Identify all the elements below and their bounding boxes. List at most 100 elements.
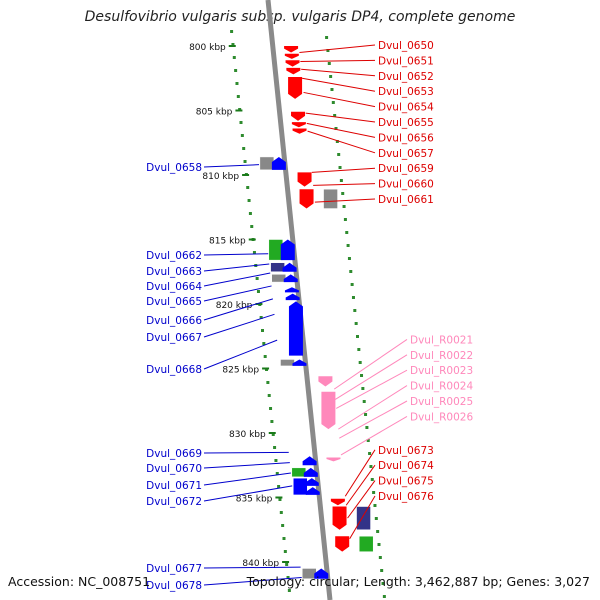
gene-arrow <box>326 457 341 462</box>
track-dot <box>235 82 239 85</box>
track-dot <box>239 121 243 124</box>
map-title: Desulfovibrio vulgaris subsp. vulgaris D… <box>84 9 516 25</box>
track-dot <box>269 407 273 410</box>
label-leader <box>203 339 278 370</box>
track-dot <box>283 550 287 553</box>
track-dot <box>263 355 267 358</box>
track-dot <box>236 95 240 98</box>
label-leader <box>203 485 293 502</box>
gene-label: Dvul_0671 <box>146 480 202 492</box>
label-leader <box>311 167 376 173</box>
track-dot <box>240 134 244 137</box>
track-dot <box>271 433 275 436</box>
track-dot <box>366 439 370 442</box>
scale-label: 840 kbp <box>242 559 279 569</box>
label-leader <box>301 68 376 77</box>
track-dot <box>278 498 282 501</box>
gene-label: Dvul_0651 <box>378 55 434 67</box>
track-dot <box>343 218 347 221</box>
track-dot <box>376 530 380 533</box>
track-dot <box>333 114 337 117</box>
gene-label: Dvul_0663 <box>146 266 202 278</box>
scale-label: 810 kbp <box>202 172 239 182</box>
track-dot <box>247 199 251 202</box>
gene-label: Dvul_0672 <box>146 496 202 508</box>
gene-label: Dvul_0654 <box>378 102 434 114</box>
label-leader <box>203 451 289 454</box>
label-leader <box>203 472 291 486</box>
track-dot <box>327 62 331 65</box>
track-dot <box>337 153 341 156</box>
gene-label: Dvul_0652 <box>378 71 434 83</box>
track-dot <box>248 212 252 215</box>
track-dot <box>341 192 345 195</box>
label-leader <box>203 285 272 302</box>
track-dot <box>354 322 358 325</box>
label-leader <box>335 369 408 409</box>
feature-box <box>280 359 295 367</box>
feature-box <box>268 239 284 261</box>
track-dot <box>273 446 277 449</box>
label-leader <box>314 198 376 203</box>
scale-label: 830 kbp <box>229 430 266 440</box>
track-dot <box>252 251 256 254</box>
feature-box <box>291 467 307 478</box>
track-dot <box>331 101 335 104</box>
gene-label: Dvul_R0021 <box>410 334 473 346</box>
gene-arrow <box>292 359 307 366</box>
gene-arrow <box>335 536 350 552</box>
track-dot <box>231 43 235 46</box>
label-leader <box>203 164 260 168</box>
label-leader <box>344 449 376 497</box>
label-leader <box>335 354 408 400</box>
track-dot <box>335 140 339 143</box>
gene-label: Dvul_0664 <box>146 281 202 293</box>
track-dot <box>351 296 355 299</box>
track-dot <box>275 472 279 475</box>
label-leader <box>345 464 376 506</box>
gene-label: Dvul_0673 <box>378 445 434 457</box>
gene-arrow <box>303 467 318 477</box>
label-leader <box>203 576 302 586</box>
gene-label: Dvul_0656 <box>378 132 434 144</box>
gene-arrow <box>284 46 299 53</box>
track-dot <box>345 231 349 234</box>
gene-arrow <box>299 189 314 209</box>
gene-label: Dvul_0667 <box>146 332 202 344</box>
gene-arrow <box>332 506 347 530</box>
gene-label: Dvul_R0026 <box>410 411 473 423</box>
track-dot <box>353 309 357 312</box>
feature-box <box>293 477 308 496</box>
gene-label: Dvul_0655 <box>378 117 434 129</box>
scale-label: 805 kbp <box>196 108 233 118</box>
scale-label: 835 kbp <box>236 495 273 505</box>
track-dot <box>362 400 366 403</box>
label-leader <box>305 112 376 123</box>
track-dot <box>266 381 270 384</box>
scale-label: 825 kbp <box>222 366 259 376</box>
track-dot <box>380 569 384 572</box>
feature-box <box>356 506 371 530</box>
track-dot <box>350 283 354 286</box>
track-dot <box>287 589 291 592</box>
track-dot <box>286 576 290 579</box>
scale-label: 820 kbp <box>216 301 253 311</box>
gene-arrow <box>284 53 299 59</box>
gene-arrow <box>288 76 303 99</box>
gene-label: Dvul_0666 <box>146 315 202 327</box>
gene-arrow <box>302 456 317 466</box>
label-leader <box>340 415 408 456</box>
gene-arrow <box>280 239 295 261</box>
label-leader <box>338 385 408 430</box>
label-leader <box>203 313 275 338</box>
track-dot <box>256 290 260 293</box>
gene-label: Dvul_0662 <box>146 250 202 262</box>
gene-label: Dvul_0676 <box>378 491 434 503</box>
track-dot <box>346 244 350 247</box>
scale-label: 800 kbp <box>189 43 226 53</box>
gene-arrow <box>286 67 301 75</box>
label-leader <box>306 122 376 138</box>
label-leader <box>349 495 376 540</box>
gene-arrow <box>321 391 336 430</box>
